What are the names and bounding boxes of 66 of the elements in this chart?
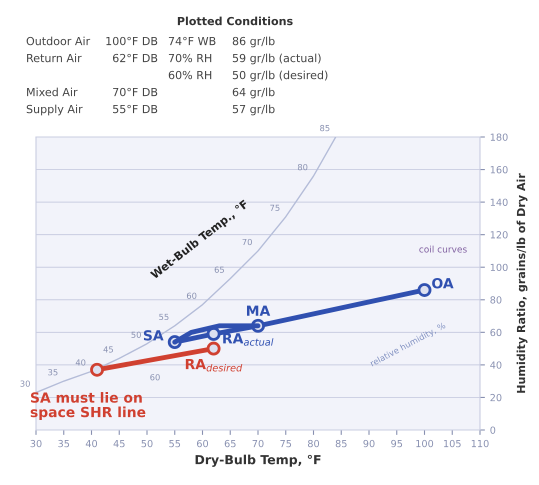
text: 57 gr/lb (232, 104, 275, 116)
annotation: 35 (48, 369, 58, 376)
text: 60% RH (168, 70, 212, 80)
text: 70% RH (168, 54, 212, 62)
x-tick-label: 40 (86, 440, 98, 448)
text: Supply Air (26, 104, 83, 116)
annotation: 50 (131, 332, 141, 338)
y-tick-label: 40 (490, 361, 502, 369)
x-tick-label: 60 (196, 440, 208, 448)
annotation: RA$_{desired}$ (186, 358, 242, 372)
x-tick-label: 85 (336, 440, 347, 448)
annotation: 70 (242, 238, 252, 246)
annotation: coil curves (419, 246, 467, 253)
text: 62°F DB (112, 54, 158, 62)
y-tick-label: 120 (490, 231, 508, 238)
text: Mixed Air (27, 88, 78, 96)
annotation: OA (432, 278, 454, 288)
x-tick-label: 45 (114, 440, 125, 448)
x-tick-label: 110 (472, 440, 489, 448)
annotation: 65 (214, 266, 224, 273)
annotation: 40 (76, 359, 86, 366)
chart-title: Plotted Conditions (178, 16, 293, 26)
x-tick-label: 35 (58, 440, 70, 448)
text: 55°F DB (113, 104, 158, 114)
annotation: 75 (270, 204, 280, 211)
text: 64 gr/lb (232, 88, 275, 98)
x-tick-label: 105 (444, 440, 461, 448)
annotation: 85 (320, 124, 330, 132)
x-tick-label: 65 (224, 440, 236, 448)
annotation: 45 (104, 346, 113, 353)
text: 100°F DB (106, 36, 158, 46)
annotation: 55 (159, 314, 168, 320)
y-axis-title: Humidity Ratio, grains/lb of Dry Air (516, 173, 528, 393)
y-tick-label: 60 (490, 328, 502, 336)
annotation: MA (246, 306, 270, 316)
text: 59 gr/lb (actual) (232, 54, 321, 64)
text: 70°F DB (113, 88, 158, 96)
x-axis-title: Dry-Bulb Temp, °F (196, 454, 320, 467)
x-tick-label: 30 (30, 440, 42, 448)
annotation: 60 (150, 374, 160, 380)
text: Return Air (27, 54, 82, 62)
text: Outdoor Air (26, 36, 90, 46)
text: 50 gr/lb (desired) (232, 70, 328, 82)
y-tick-label: 20 (490, 394, 502, 402)
x-tick-label: 80 (308, 440, 320, 448)
annotation: 80 (298, 164, 308, 170)
y-tick-label: 180 (490, 133, 508, 141)
x-tick-label: 95 (391, 440, 402, 448)
text: 86 gr/lb (232, 36, 275, 48)
annotation: SA must lie on space SHR line (30, 392, 146, 420)
annotation: 30 (20, 380, 30, 387)
x-tick-label: 75 (280, 440, 292, 448)
annotation: SA (144, 330, 164, 341)
y-tick-label: 80 (490, 296, 502, 304)
y-tick-label: 100 (490, 264, 508, 272)
y-tick-label: 140 (490, 198, 508, 206)
x-tick-label: 50 (142, 440, 153, 448)
annotation: RA$_{actual}$ (223, 333, 274, 346)
x-tick-label: 70 (252, 440, 264, 448)
x-tick-label: 90 (363, 440, 375, 448)
annotation: 60 (186, 292, 196, 299)
y-tick-label: 0 (490, 426, 496, 434)
x-tick-label: 100 (416, 440, 434, 448)
x-tick-label: 55 (169, 440, 180, 448)
y-tick-label: 160 (490, 166, 508, 174)
text: 74°F WB (168, 36, 216, 46)
